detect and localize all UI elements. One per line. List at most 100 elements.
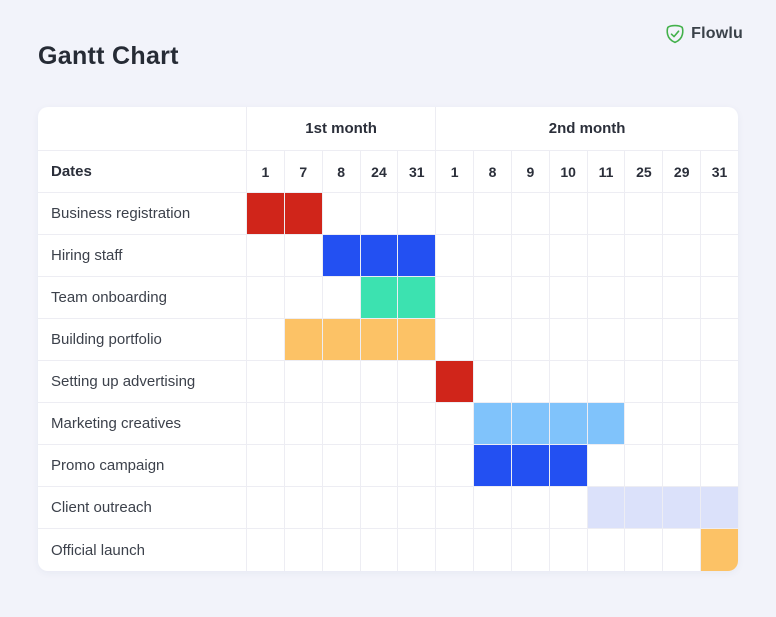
gantt-cell: [397, 319, 436, 361]
gantt-cell: [700, 529, 738, 571]
gantt-cell: [510, 361, 549, 403]
gantt-cell: [359, 403, 398, 445]
date-cell: 8: [473, 151, 511, 193]
gantt-cell: [662, 235, 701, 277]
gantt-cell: [321, 445, 360, 487]
gantt-cell: [586, 319, 625, 361]
gantt-cell: [246, 319, 284, 361]
gantt-cell: [510, 235, 549, 277]
gantt-cell: [473, 319, 511, 361]
gantt-cell: [359, 361, 398, 403]
gantt-cell: [662, 445, 701, 487]
gantt-cell: [586, 277, 625, 319]
gantt-cell: [283, 277, 322, 319]
gantt-cell: [473, 361, 511, 403]
date-cell: 8: [321, 151, 360, 193]
task-label: Setting up advertising: [38, 361, 246, 403]
date-cell: 11: [586, 151, 625, 193]
gantt-cell: [321, 487, 360, 529]
gantt-cell: [662, 361, 701, 403]
gantt-cell: [397, 487, 436, 529]
gantt-cell: [473, 403, 511, 445]
gantt-cell: [473, 193, 511, 235]
gantt-cell: [700, 445, 738, 487]
gantt-cell: [246, 193, 284, 235]
task-label: Client outreach: [38, 487, 246, 529]
date-cell: 25: [624, 151, 663, 193]
gantt-cell: [246, 235, 284, 277]
date-cell: 24: [359, 151, 398, 193]
gantt-cell: [700, 361, 738, 403]
header-corner-cell: [38, 107, 246, 151]
gantt-cell: [700, 277, 738, 319]
date-cell: 1: [246, 151, 284, 193]
gantt-cell: [624, 487, 663, 529]
gantt-cell: [246, 529, 284, 571]
gantt-cell: [586, 529, 625, 571]
gantt-cell: [321, 361, 360, 403]
gantt-cell: [586, 487, 625, 529]
gantt-cell: [435, 277, 474, 319]
date-cell: 10: [548, 151, 587, 193]
gantt-cell: [359, 235, 398, 277]
gantt-cell: [700, 235, 738, 277]
gantt-cell: [321, 319, 360, 361]
task-label: Building portfolio: [38, 319, 246, 361]
gantt-cell: [397, 361, 436, 403]
gantt-cell: [510, 445, 549, 487]
task-label: Business registration: [38, 193, 246, 235]
gantt-cell: [586, 403, 625, 445]
gantt-cell: [624, 319, 663, 361]
task-label: Hiring staff: [38, 235, 246, 277]
gantt-cell: [397, 235, 436, 277]
gantt-cell: [662, 193, 701, 235]
gantt-cell: [246, 445, 284, 487]
date-cell: 31: [700, 151, 738, 193]
flowlu-logo: Flowlu: [665, 24, 743, 44]
gantt-cell: [510, 193, 549, 235]
gantt-cell: [397, 193, 436, 235]
gantt-cell: [548, 193, 587, 235]
gantt-cell: [283, 235, 322, 277]
gantt-cell: [548, 235, 587, 277]
gantt-cell: [624, 361, 663, 403]
gantt-cell: [435, 445, 474, 487]
dates-label: Dates: [38, 151, 246, 193]
month-header-2: 2nd month: [435, 107, 738, 151]
gantt-cell: [435, 319, 474, 361]
gantt-cell: [359, 277, 398, 319]
gantt-cell: [548, 529, 587, 571]
gantt-cell: [246, 403, 284, 445]
gantt-cell: [283, 193, 322, 235]
gantt-cell: [624, 403, 663, 445]
gantt-cell: [359, 487, 398, 529]
date-cell: 1: [435, 151, 474, 193]
gantt-cell: [321, 277, 360, 319]
gantt-cell: [473, 445, 511, 487]
gantt-cell: [624, 235, 663, 277]
gantt-cell: [397, 277, 436, 319]
gantt-cell: [586, 445, 625, 487]
gantt-cell: [435, 361, 474, 403]
gantt-cell: [624, 445, 663, 487]
date-cell: 29: [662, 151, 701, 193]
gantt-cell: [283, 403, 322, 445]
gantt-cell: [246, 277, 284, 319]
gantt-cell: [586, 193, 625, 235]
gantt-cell: [510, 319, 549, 361]
gantt-cell: [700, 193, 738, 235]
gantt-cell: [624, 529, 662, 571]
gantt-cell: [435, 529, 473, 571]
gantt-cell: [548, 487, 587, 529]
gantt-cell: [397, 403, 436, 445]
gantt-cell: [473, 235, 511, 277]
month-header-1: 1st month: [246, 107, 436, 151]
gantt-cell: [548, 361, 587, 403]
gantt-cell: [662, 277, 701, 319]
gantt-cell: [700, 487, 738, 529]
gantt-cell: [359, 193, 398, 235]
task-label: Promo campaign: [38, 445, 246, 487]
gantt-cell: [586, 361, 625, 403]
gantt-cell: [548, 277, 587, 319]
